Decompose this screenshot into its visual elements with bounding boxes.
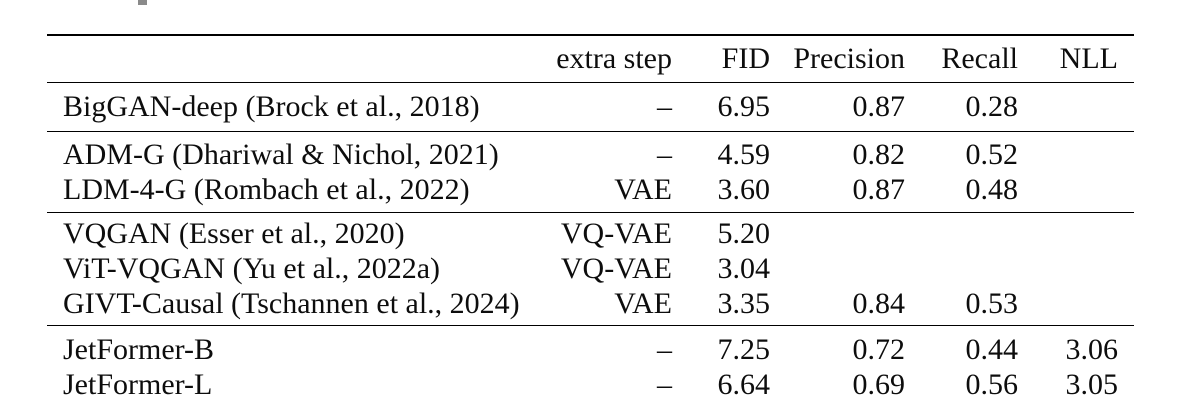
model-name-cell: ViT-VQGAN (Yu et al., 2022a) [63, 252, 441, 285]
extra-step-cell: – [657, 333, 672, 366]
table-section: ADM-G (Dhariwal & Nichol, 2021) – 4.59 0.82… [47, 132, 1134, 213]
fid-cell: 7.25 [717, 333, 771, 366]
spacer-cell [1118, 137, 1134, 172]
recall-cell [905, 216, 1018, 251]
extra-step-cell: VAE [614, 287, 672, 320]
model-name-cell: JetFormer-L [63, 368, 213, 401]
recall-cell: 0.28 [965, 90, 1019, 123]
model-name-cell: ADM-G (Dhariwal & Nichol, 2021) [63, 138, 499, 171]
precision-cell: 0.87 [852, 173, 906, 206]
header-nll: NLL [1059, 42, 1118, 75]
recall-cell: 0.48 [965, 173, 1019, 206]
model-name-cell: VQGAN (Esser et al., 2020) [63, 217, 405, 250]
extra-step-cell: VQ-VAE [560, 217, 672, 250]
spacer-cell [1118, 216, 1134, 251]
spacer-cell [1118, 172, 1134, 207]
nll-cell [1018, 172, 1118, 207]
nll-cell [1018, 137, 1118, 172]
model-name-cell: LDM-4-G (Rombach et al., 2022) [63, 173, 470, 206]
extra-step-cell: – [657, 90, 672, 123]
fid-cell: 3.35 [717, 287, 771, 320]
table-row: VQGAN (Esser et al., 2020) VQ-VAE 5.20 [47, 216, 1134, 251]
header-spacer-cell [1118, 41, 1134, 76]
model-name-cell: GIVT-Causal (Tschannen et al., 2024) [63, 287, 520, 320]
precision-cell: 0.69 [852, 368, 906, 401]
table-row: GIVT-Causal (Tschannen et al., 2024) VAE 3… [47, 286, 1134, 321]
table-row: ViT-VQGAN (Yu et al., 2022a) VQ-VAE 3.04 [47, 251, 1134, 286]
nll-cell [1018, 89, 1118, 124]
fid-cell: 4.59 [717, 138, 771, 171]
fid-cell: 3.04 [717, 252, 771, 285]
table-row: JetFormer-B – 7.25 0.72 0.44 3.06 [47, 332, 1134, 367]
fid-cell: 6.95 [717, 90, 771, 123]
header-recall: Recall [941, 42, 1018, 75]
recall-cell: 0.53 [965, 287, 1019, 320]
precision-cell: 0.87 [852, 90, 906, 123]
spacer-cell [1118, 251, 1134, 286]
table-body: BigGAN-deep (Brock et al., 2018) – 6.95 0.8… [47, 83, 1134, 406]
caption-text-artifact [138, 0, 147, 5]
header-precision: Precision [793, 42, 905, 75]
nll-cell [1018, 286, 1118, 321]
extra-step-cell: VAE [614, 173, 672, 206]
header-fid: FID [721, 42, 770, 75]
nll-cell [1018, 251, 1118, 286]
fid-cell: 3.60 [717, 173, 771, 206]
table-section: JetFormer-B – 7.25 0.72 0.44 3.06 JetFormer-L –… [47, 326, 1134, 406]
recall-cell: 0.44 [965, 333, 1019, 366]
precision-cell: 0.82 [852, 138, 906, 171]
table-row: JetFormer-L – 6.64 0.69 0.56 3.05 [47, 367, 1134, 402]
table-header: extra step FID Precision Recall NLL [47, 34, 1134, 83]
results-table: extra step FID Precision Recall NLL BigG… [47, 34, 1134, 406]
recall-cell: 0.52 [965, 138, 1019, 171]
fid-cell: 6.64 [717, 368, 771, 401]
spacer-cell [1118, 89, 1134, 124]
precision-cell: 0.72 [852, 333, 906, 366]
table-row: BigGAN-deep (Brock et al., 2018) – 6.95 0.8… [47, 89, 1134, 124]
recall-cell: 0.56 [965, 368, 1019, 401]
extra-step-cell: – [657, 368, 672, 401]
header-extra-step: extra step [556, 42, 672, 75]
table-section: BigGAN-deep (Brock et al., 2018) – 6.95 0.8… [47, 83, 1134, 132]
table-row: LDM-4-G (Rombach et al., 2022) VAE 3.60 0.8… [47, 172, 1134, 207]
nll-cell: 3.05 [1065, 368, 1119, 401]
spacer-cell [1118, 332, 1134, 367]
model-name-cell: BigGAN-deep (Brock et al., 2018) [63, 90, 480, 123]
precision-cell [770, 216, 905, 251]
table-row: ADM-G (Dhariwal & Nichol, 2021) – 4.59 0.82… [47, 137, 1134, 172]
spacer-cell [1118, 367, 1134, 402]
precision-cell: 0.84 [852, 287, 906, 320]
precision-cell [770, 251, 905, 286]
nll-cell [1018, 216, 1118, 251]
table-section: VQGAN (Esser et al., 2020) VQ-VAE 5.20 ViT-… [47, 213, 1134, 326]
extra-step-cell: – [657, 138, 672, 171]
fid-cell: 5.20 [717, 217, 771, 250]
header-model-cell [47, 41, 512, 76]
model-name-cell: JetFormer-B [63, 333, 215, 366]
table-header-row: extra step FID Precision Recall NLL [47, 41, 1134, 76]
nll-cell: 3.06 [1065, 333, 1119, 366]
spacer-cell [1118, 286, 1134, 321]
extra-step-cell: VQ-VAE [560, 252, 672, 285]
recall-cell [905, 251, 1018, 286]
